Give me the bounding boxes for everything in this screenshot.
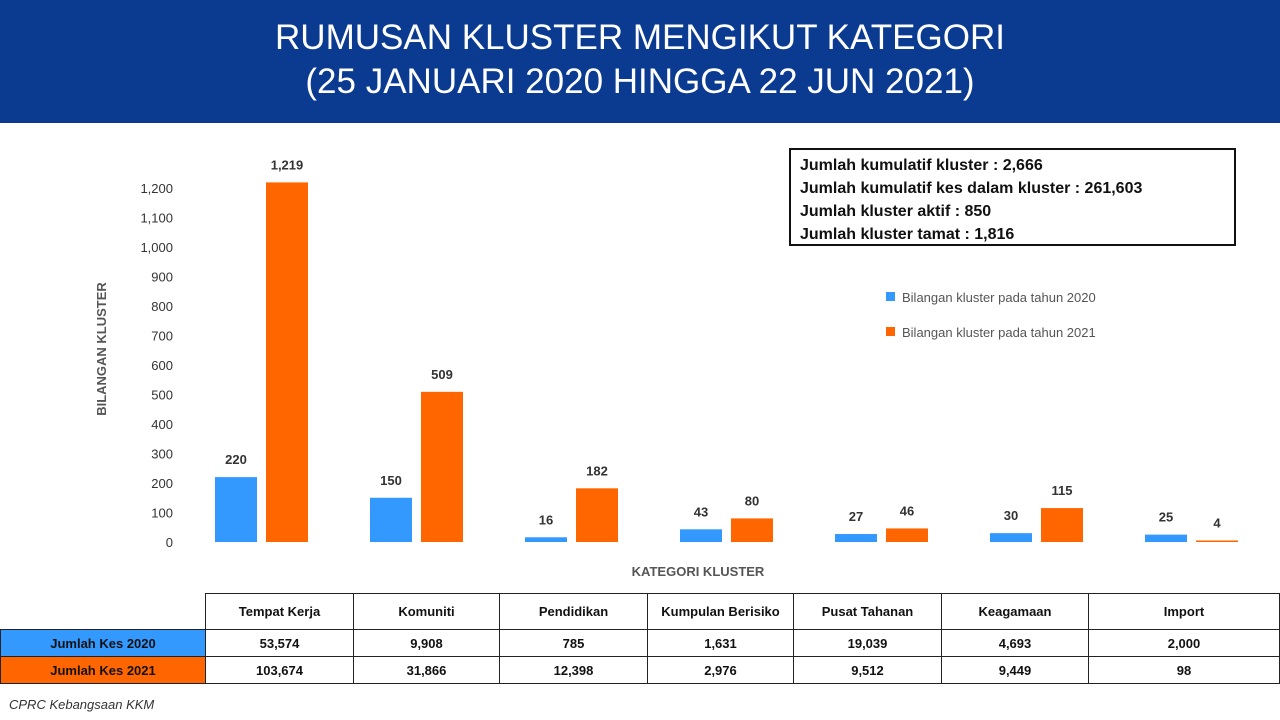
table-header-cell: Kumpulan Berisiko: [647, 593, 794, 630]
table-cell: 19,039: [793, 629, 942, 657]
y-tick-label: 700: [151, 329, 173, 344]
data-label: 220: [225, 452, 247, 467]
table-cell: 12,398: [499, 656, 648, 684]
table-header-cell: Komuniti: [353, 593, 500, 630]
summary-box: Jumlah kumulatif kluster : 2,666 Jumlah …: [789, 148, 1236, 246]
source-note: CPRC Kebangsaan KKM: [9, 697, 155, 712]
bar-2021: [1041, 508, 1083, 542]
title-line-2: (25 JANUARI 2020 HINGGA 22 JUN 2021): [305, 62, 975, 101]
legend-swatch: [886, 292, 895, 301]
summary-line: Jumlah kluster aktif : 850: [800, 203, 992, 220]
data-label: 43: [694, 504, 708, 519]
summary-line: Jumlah kumulatif kluster : 2,666: [800, 157, 1043, 174]
table-header-cell: Pusat Tahanan: [793, 593, 942, 630]
y-tick-label: 0: [166, 535, 173, 550]
table-header-cell: Tempat Kerja: [205, 593, 354, 630]
y-tick-label: 1,200: [140, 181, 173, 196]
title-line-1: RUMUSAN KLUSTER MENGIKUT KATEGORI: [275, 18, 1005, 57]
y-tick-label: 1,100: [140, 211, 173, 226]
summary-line: Jumlah kumulatif kes dalam kluster : 261…: [800, 180, 1143, 197]
row-label-2021: Jumlah Kes 2021: [0, 656, 206, 684]
table-cell: 2,976: [647, 656, 794, 684]
y-tick-label: 200: [151, 476, 173, 491]
table-cell: 98: [1088, 656, 1280, 684]
legend-label: Bilangan kluster pada tahun 2020: [902, 290, 1096, 305]
data-label: 115: [1052, 483, 1073, 498]
x-axis-title: KATEGORI KLUSTER: [632, 564, 765, 579]
table-header-row: Tempat Kerja Komuniti Pendidikan Kumpula…: [0, 593, 1280, 630]
bar-2020: [1145, 534, 1187, 542]
y-tick-label: 400: [151, 417, 173, 432]
data-label: 1,219: [271, 157, 304, 172]
data-label: 4: [1213, 516, 1221, 531]
legend-swatch: [886, 327, 895, 336]
data-label: 16: [539, 512, 553, 527]
table-cell: 785: [499, 629, 648, 657]
table-row: Jumlah Kes 2021 103,674 31,866 12,398 2,…: [0, 656, 1280, 684]
bar-2021: [421, 391, 463, 542]
bar-2021: [1196, 540, 1238, 542]
table-header-cell: Import: [1088, 593, 1280, 630]
data-label: 182: [586, 463, 608, 478]
y-tick-label: 500: [151, 388, 173, 403]
bar-2020: [835, 534, 877, 542]
legend-label: Bilangan kluster pada tahun 2021: [902, 325, 1096, 340]
table-cell: 2,000: [1088, 629, 1280, 657]
y-tick-label: 800: [151, 299, 173, 314]
row-label-2020: Jumlah Kes 2020: [0, 629, 206, 657]
table-cell: 4,693: [941, 629, 1089, 657]
data-label: 509: [431, 367, 453, 382]
bar-2020: [215, 477, 257, 542]
table-cell: 103,674: [205, 656, 354, 684]
data-label: 25: [1159, 510, 1173, 525]
table-cell: 9,512: [793, 656, 942, 684]
y-tick-label: 100: [151, 506, 173, 521]
table-corner: [0, 593, 206, 630]
data-label: 150: [380, 473, 402, 488]
y-tick-label: 600: [151, 358, 173, 373]
bar-2021: [731, 518, 773, 542]
data-table: Tempat Kerja Komuniti Pendidikan Kumpula…: [0, 593, 1280, 684]
bar-2020: [525, 537, 567, 542]
table-header-cell: Keagamaan: [941, 593, 1089, 630]
table-cell: 1,631: [647, 629, 794, 657]
y-axis-title: BILANGAN KLUSTER: [94, 282, 109, 416]
y-tick-label: 300: [151, 447, 173, 462]
data-label: 46: [900, 503, 914, 518]
table-cell: 31,866: [353, 656, 500, 684]
data-label: 27: [849, 509, 863, 524]
bar-2020: [370, 497, 412, 542]
summary-line: Jumlah kluster tamat : 1,816: [800, 226, 1015, 243]
y-tick-label: 1,000: [140, 240, 173, 255]
bar-2020: [990, 533, 1032, 542]
data-label: 80: [745, 493, 759, 508]
table-cell: 9,908: [353, 629, 500, 657]
bar-2021: [266, 182, 308, 542]
table-row: Jumlah Kes 2020 53,574 9,908 785 1,631 1…: [0, 629, 1280, 657]
bar-2021: [576, 488, 618, 542]
y-tick-label: 900: [151, 270, 173, 285]
bar-chart: 0 100 200 300 400 500 600 700 800 900 1,000 1,100 1,…: [94, 157, 1238, 579]
bar-2021: [886, 528, 928, 542]
table-cell: 53,574: [205, 629, 354, 657]
title-banner: RUMUSAN KLUSTER MENGIKUT KATEGORI (25 JA…: [0, 0, 1280, 123]
bar-2020: [680, 529, 722, 542]
table-header-cell: Pendidikan: [499, 593, 648, 630]
data-label: 30: [1004, 508, 1018, 523]
table-cell: 9,449: [941, 656, 1089, 684]
